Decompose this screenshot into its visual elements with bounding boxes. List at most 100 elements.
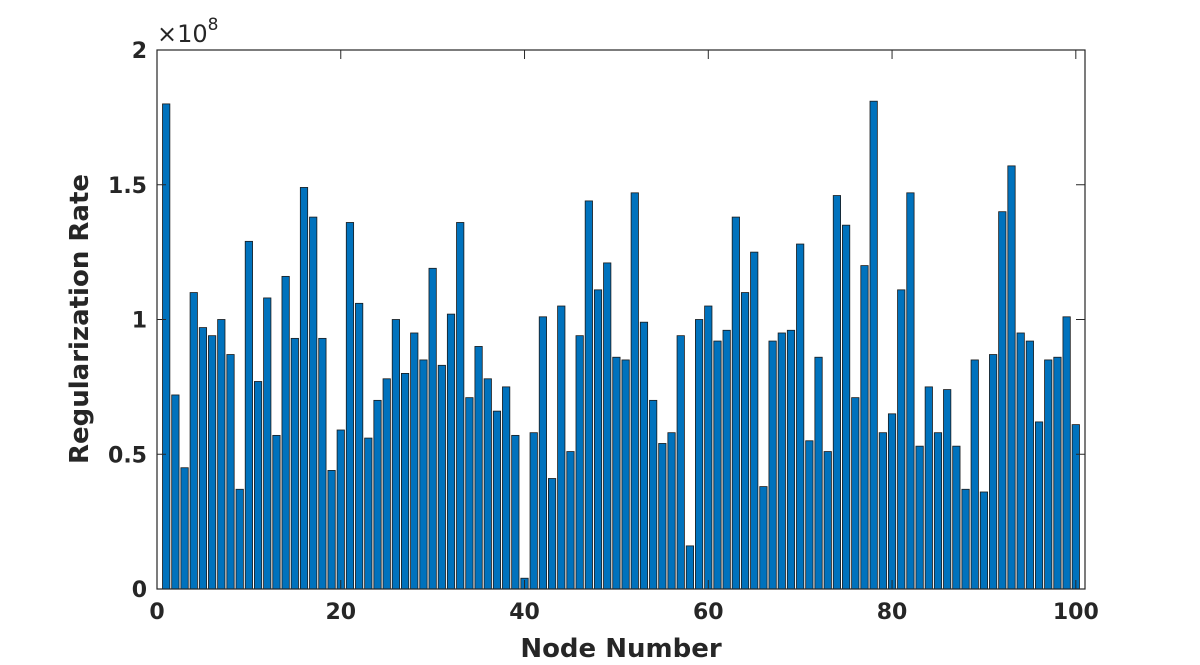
exponent-power: 8 [208,15,219,35]
bar-node-48 [593,289,603,590]
bar-node-19 [327,470,336,590]
bar-node-39 [511,434,520,590]
bar-node-70 [796,243,805,590]
bar-node-2 [171,394,180,590]
bar-node-75 [842,224,851,590]
bar-node-82 [906,192,915,590]
bar-node-30 [428,267,437,590]
y-tick-label-2: 2 [132,39,147,64]
y-axis-label: Regularization Rate [65,174,95,464]
bar-node-54 [649,399,658,590]
bar-node-64 [740,292,750,590]
bar-node-71 [805,440,814,590]
bar-node-55 [658,443,667,590]
bar-node-72 [814,356,823,590]
bar-node-36 [483,378,492,590]
bar-node-76 [851,397,860,590]
bar-node-59 [695,319,704,590]
bar-node-23 [364,437,373,590]
bar-node-79 [878,432,887,590]
bar-node-21 [345,222,355,590]
y-tick-label-0.5: 0.5 [108,443,147,468]
bar-node-24 [373,399,382,590]
bar-node-12 [263,297,272,590]
bar-node-10 [244,240,253,590]
bar-node-27 [400,372,410,590]
bar-node-95 [1025,340,1034,590]
bar-node-85 [933,432,943,590]
bar-node-86 [943,389,952,590]
bar-node-29 [419,359,428,590]
bar-node-84 [924,386,933,590]
bar-node-28 [410,332,419,590]
bar-node-47 [584,200,593,590]
bar-node-78 [869,100,878,590]
bar-node-34 [465,397,474,590]
bar-node-88 [961,488,970,590]
bar-node-6 [208,335,217,590]
bar-node-37 [492,410,502,590]
bar-node-90 [979,491,989,590]
bar-node-38 [502,386,511,590]
x-tick-label-100: 100 [1053,600,1099,625]
bar-node-97 [1044,359,1053,590]
bar-node-67 [768,340,777,590]
bar-node-13 [272,434,281,590]
bar-node-4 [189,292,198,590]
bar-node-99 [1062,316,1071,590]
x-tick-label-60: 60 [693,600,724,625]
bar-node-77 [860,265,869,590]
bar-node-98 [1053,356,1062,590]
exponent-prefix: ×10 [157,20,208,48]
bar-node-14 [281,275,290,590]
bar-node-51 [621,359,630,590]
y-tick-label-1: 1 [132,309,147,334]
bar-node-73 [823,451,832,590]
bar-node-25 [382,378,391,590]
bar-node-16 [299,187,309,590]
bar-node-42 [538,316,547,590]
bar-node-26 [391,319,400,590]
bar-node-57 [676,335,685,590]
bar-node-53 [639,321,649,590]
bar-node-60 [704,305,713,590]
bar-node-31 [437,364,446,590]
exponent-label: ×108 [157,15,218,48]
y-tick-label-1.5: 1.5 [108,174,147,199]
bar-node-62 [722,329,731,590]
bar-node-50 [612,356,621,590]
bar-node-11 [253,381,263,590]
bar-node-58 [685,545,694,590]
bar-node-49 [603,262,612,590]
bar-node-35 [474,346,483,590]
bar-node-45 [566,451,575,590]
bar-node-8 [226,354,235,590]
bar-node-44 [557,305,566,590]
bar-node-96 [1034,421,1044,590]
bar-node-92 [998,211,1007,590]
bar-node-22 [355,302,364,590]
bar-node-93 [1007,165,1016,590]
bar-node-1 [162,103,171,590]
bar-node-17 [309,216,318,590]
bar-node-68 [777,332,786,590]
bar-node-7 [217,319,226,590]
bar-node-61 [713,340,722,590]
bar-node-94 [1016,332,1025,590]
ticks-group: 0 20 40 60 80 100 0 0.5 1 1.5 2 [108,39,1099,625]
bar-node-69 [786,329,796,590]
bar-node-63 [731,216,740,590]
x-tick-label-40: 40 [509,600,540,625]
bar-node-66 [759,486,768,590]
x-tick-label-20: 20 [325,600,356,625]
bar-node-41 [529,432,538,590]
x-axis-label: Node Number [520,634,722,664]
bar-node-80 [887,413,897,590]
bar-node-56 [667,432,676,590]
x-tick-label-80: 80 [877,600,908,625]
bar-node-81 [897,289,906,590]
bar-node-43 [548,478,557,590]
bar-node-18 [318,337,327,590]
bar-node-83 [915,445,924,590]
bar-node-3 [180,467,189,590]
